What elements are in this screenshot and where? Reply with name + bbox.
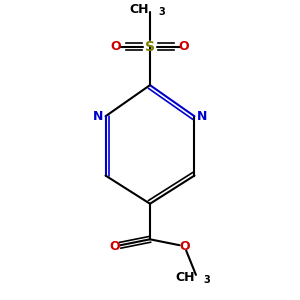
Text: CH: CH <box>129 3 148 16</box>
Text: O: O <box>110 240 120 253</box>
Text: N: N <box>197 110 207 123</box>
Text: O: O <box>179 40 189 53</box>
Text: N: N <box>93 110 103 123</box>
Text: O: O <box>180 240 190 253</box>
Text: O: O <box>111 40 121 53</box>
Text: 3: 3 <box>204 275 211 285</box>
Text: CH: CH <box>175 272 194 284</box>
Text: S: S <box>145 40 155 54</box>
Text: 3: 3 <box>158 7 165 17</box>
